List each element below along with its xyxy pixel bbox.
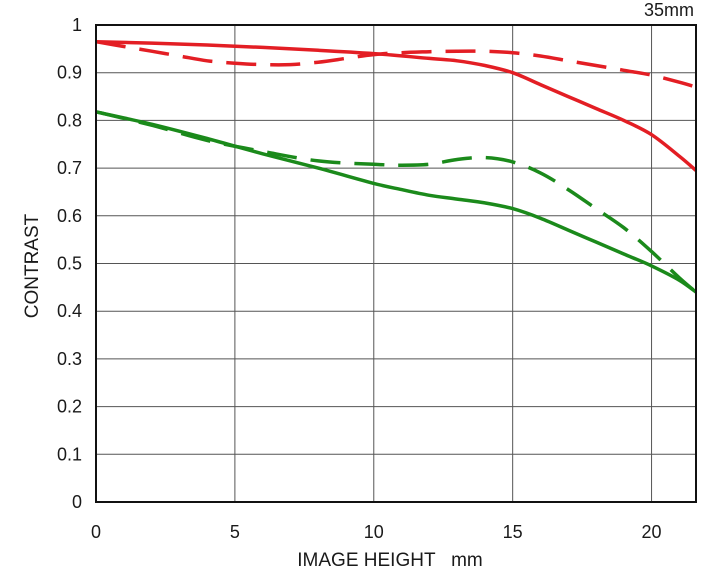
series-group — [95, 39, 698, 294]
focal-length-label: 35mm — [644, 0, 694, 20]
y-tick-label: 0.4 — [57, 301, 82, 321]
series-line-solid-2 — [95, 110, 698, 294]
y-tick-label: 0.7 — [57, 158, 82, 178]
y-tick-label: 0.3 — [57, 349, 82, 369]
x-tick-label: 5 — [230, 522, 240, 542]
y-axis-title: CONTRAST — [22, 213, 43, 318]
y-tick-label: 0.5 — [57, 254, 82, 274]
y-tick-label: 0.6 — [57, 206, 82, 226]
x-tick-labels: 0 5 10 15 20 — [91, 522, 662, 542]
series-line-dashed-3 — [95, 110, 698, 294]
grid — [95, 24, 696, 503]
x-tick-label: 15 — [503, 522, 523, 542]
y-tick-label: 0.2 — [57, 397, 82, 417]
y-tick-label: 0.8 — [57, 110, 82, 130]
plot-frame — [95, 24, 697, 503]
x-axis-title: IMAGE HEIGHT mm — [297, 550, 482, 570]
series-line-solid-0 — [95, 39, 698, 172]
x-tick-label: 20 — [642, 522, 662, 542]
y-tick-label: 0 — [72, 492, 82, 512]
y-tick-label: 1 — [72, 15, 82, 35]
y-tick-labels: 0 0.1 0.2 0.3 0.4 0.5 0.6 0.7 0.8 0.9 1 — [57, 15, 82, 512]
x-tick-label: 10 — [364, 522, 384, 542]
x-tick-label: 0 — [91, 522, 101, 542]
y-tick-label: 0.9 — [57, 63, 82, 83]
y-tick-label: 0.1 — [57, 444, 82, 464]
series-line-dashed-1 — [95, 39, 697, 89]
